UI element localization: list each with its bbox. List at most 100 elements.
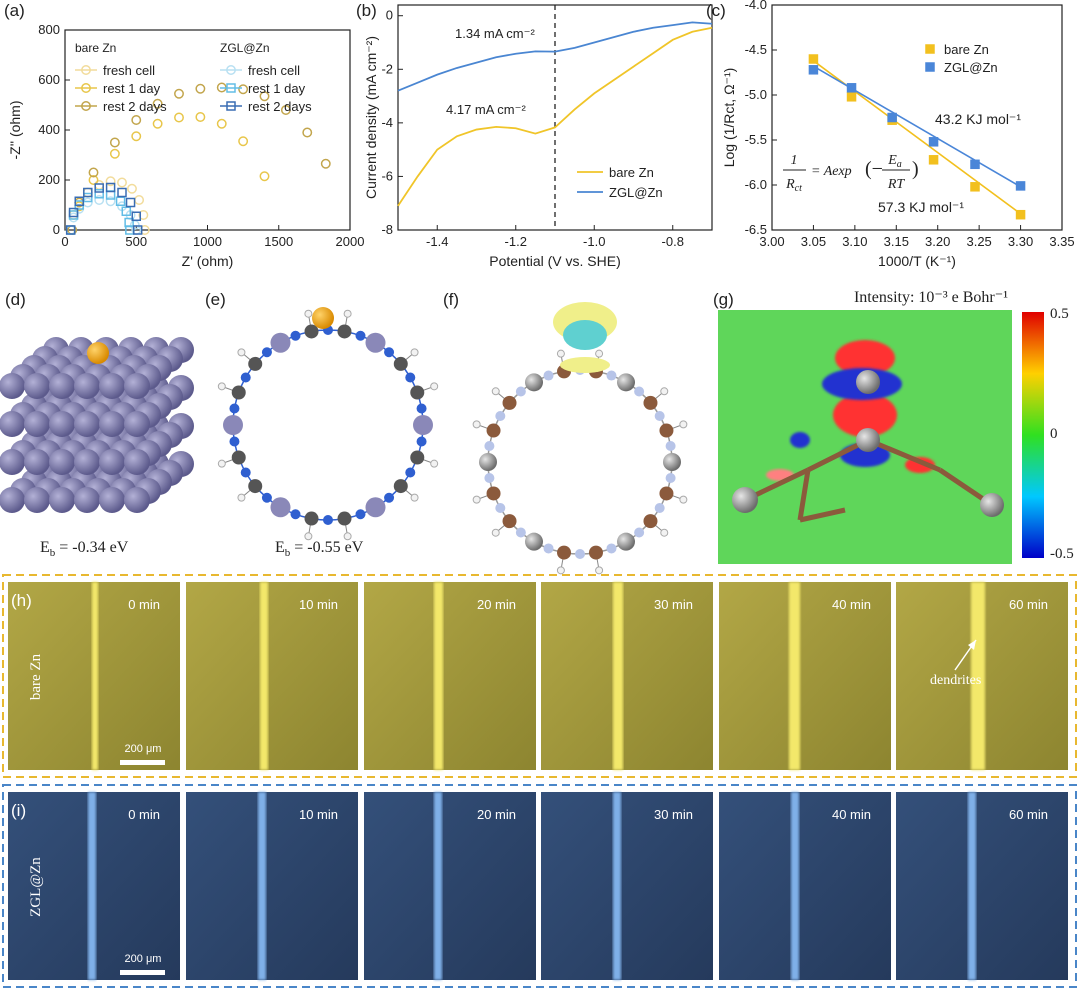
c-atom [231, 450, 246, 465]
micrograph [541, 582, 713, 770]
annotation: 43.2 KJ mol⁻¹ [935, 111, 1021, 127]
colorbar-tick-label: 0.5 [1050, 306, 1069, 322]
micrograph [719, 792, 891, 980]
equation-part: (− [865, 158, 883, 180]
marker [131, 131, 142, 142]
metal-atom [365, 332, 386, 353]
n-atom [575, 549, 585, 559]
annotation: 57.3 KJ mol⁻¹ [878, 199, 964, 215]
x-tick-label: 2000 [336, 234, 365, 249]
n-atom [229, 403, 240, 414]
marker [134, 195, 145, 205]
marker [238, 136, 249, 147]
binding-energy: Eb = -0.34 eV [40, 539, 129, 559]
c-atom [502, 514, 517, 529]
y-tick-label: -4.5 [745, 42, 767, 57]
y-tick-label: 600 [38, 72, 60, 87]
marker [970, 182, 980, 192]
y-tick-label: -4 [381, 115, 393, 130]
h-atom [679, 420, 688, 429]
symbol: E [40, 539, 50, 556]
scale-bar [120, 970, 165, 975]
c-atom [502, 395, 517, 410]
n-atom [384, 347, 395, 358]
marker [226, 65, 236, 75]
zn-atom [74, 487, 100, 513]
panel-label: (g) [713, 290, 734, 309]
marker [94, 180, 105, 190]
panel-label: (a) [4, 1, 25, 20]
electrode-edge [971, 582, 985, 770]
electrode-edge [434, 792, 442, 980]
n-atom [665, 441, 676, 452]
value-text: = -0.34 eV [55, 539, 128, 556]
legend-label: rest 1 day [248, 81, 306, 96]
legend-label: rest 1 day [103, 81, 161, 96]
n-atom [484, 441, 495, 452]
zn-atom [24, 449, 50, 475]
micrograph [719, 582, 891, 770]
micrograph [541, 792, 713, 980]
time-label: 0 min [128, 807, 160, 822]
time-label: 20 min [477, 597, 516, 612]
marker [846, 83, 857, 93]
symbol: E [275, 539, 285, 556]
zn-atom [99, 411, 125, 437]
marker [74, 196, 84, 206]
marker [259, 171, 270, 182]
x-tick-label: 3.20 [925, 234, 950, 249]
h-atom [595, 566, 604, 575]
ring-outline [487, 369, 673, 555]
zn-atom [24, 487, 50, 513]
marker [259, 91, 270, 102]
x-tick-label: -1.4 [426, 234, 448, 249]
n-atom [355, 509, 366, 520]
equation-part: a [897, 159, 902, 170]
n-atom [495, 411, 506, 421]
electrode-edge [968, 792, 976, 980]
bond [867, 437, 941, 473]
marker [105, 176, 116, 187]
metal-atom [270, 497, 291, 518]
n-atom [543, 370, 554, 381]
scale-bar-label: 200 μm [125, 953, 162, 965]
marker [174, 88, 184, 99]
h-atom [217, 382, 226, 391]
colorbar-tick-label: -0.5 [1050, 546, 1074, 562]
metal-atom [525, 532, 543, 551]
h-atom [679, 495, 688, 504]
metal-atom [663, 453, 681, 471]
marker [152, 118, 163, 129]
y-tick-label: 0 [386, 8, 393, 23]
legend-title: bare Zn [75, 41, 116, 55]
subscript: b [285, 547, 291, 559]
equation-part: = Aexp [811, 164, 852, 179]
c-atom [248, 356, 263, 371]
c-atom [659, 486, 674, 501]
h-atom [304, 309, 313, 318]
x-tick-label: 3.25 [966, 234, 991, 249]
x-tick-label: 1000 [193, 234, 222, 249]
zn-atom [24, 373, 50, 399]
marker [925, 44, 935, 54]
y-tick-label: -5.0 [745, 87, 767, 102]
n-atom [543, 543, 554, 554]
time-label: 40 min [832, 807, 871, 822]
c-atom [248, 479, 263, 494]
n-atom [665, 472, 676, 483]
c-atom [643, 395, 658, 410]
h-atom [491, 528, 500, 537]
marker [238, 84, 249, 95]
y-tick-label: -6.5 [745, 222, 767, 237]
scale-bar-label: 200 μm [125, 743, 162, 755]
c-atom [304, 324, 319, 339]
zn-atom [124, 487, 150, 513]
n-atom [290, 509, 301, 520]
marker [887, 112, 897, 123]
n-atom [261, 347, 272, 358]
h-atom [660, 387, 669, 396]
marker [117, 187, 127, 198]
equation-part: E [887, 153, 897, 168]
y-tick-label: -8 [381, 222, 393, 237]
panel-label: (h) [11, 591, 32, 610]
